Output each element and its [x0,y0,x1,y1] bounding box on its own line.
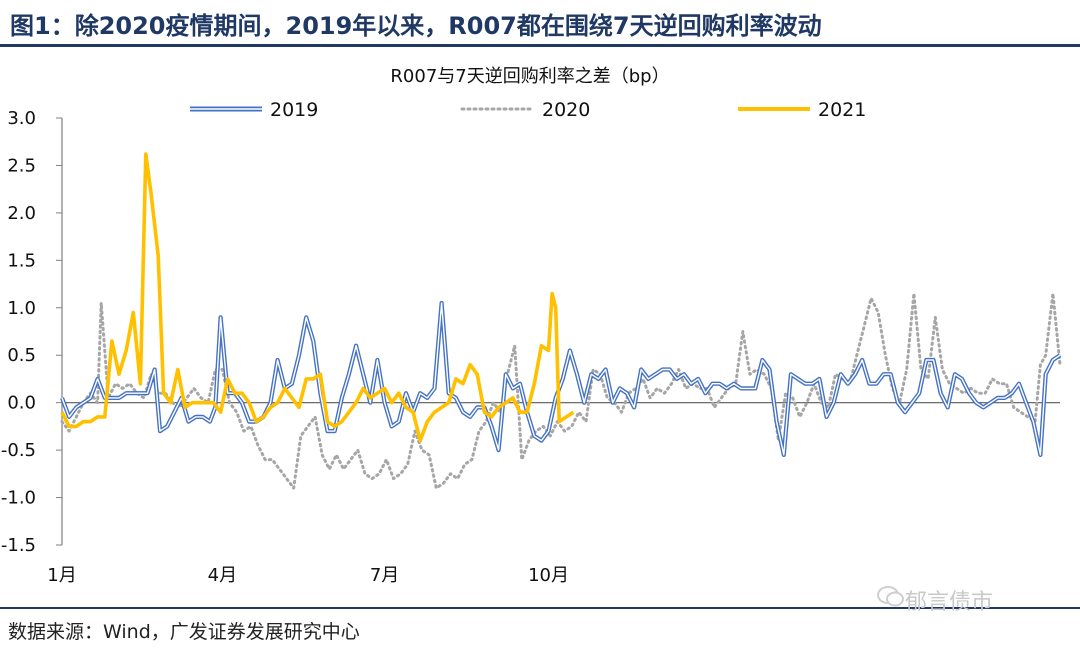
series-2021-line [60,152,575,443]
watermark: 郁言债市 [905,590,994,615]
chart-title: R007与7天逆回购利率之差（bp） [390,66,669,87]
y-tick-label: -1.5 [1,535,36,556]
line-chart: R007与7天逆回购利率之差（bp） 2019 2020 2021 3.0 2.5… [1,66,1062,586]
y-tick-label: -0.5 [1,440,36,461]
series-2021 [60,152,575,443]
legend: 2019 2020 2021 [190,99,866,121]
y-tick-label: 0.0 [7,393,36,414]
figure-title: 图1：除2020疫情期间，2019年以来，R007都在围绕7天逆回购利率波动 [10,12,822,40]
x-axis: 1月 4月 7月 10月 [47,402,1060,586]
y-tick-label: -1.0 [1,488,36,509]
legend-item-2020: 2020 [460,99,590,121]
x-tick-label: 10月 [528,565,569,586]
series-layer [60,152,1062,490]
x-tick-label: 7月 [370,565,399,586]
bottom-rule [0,607,1080,609]
y-tick-label: 2.0 [7,203,36,224]
y-tick-label: 0.5 [7,345,36,366]
y-tick-label: 1.0 [7,298,36,319]
series-2020-line [60,292,1062,490]
wechat-icon [877,586,904,607]
series-2020 [60,292,1062,490]
source-note: 数据来源：Wind，广发证券发展研究中心 [8,621,360,643]
y-tick-label: 1.5 [7,250,36,271]
legend-label-2020: 2020 [542,99,590,121]
y-tick-label: 2.5 [7,155,36,176]
title-rule [0,44,1080,47]
y-tick-label: 3.0 [7,108,36,129]
x-tick-label: 4月 [208,565,237,586]
legend-item-2021: 2021 [738,99,866,121]
y-axis: 3.0 2.5 2.0 1.5 1.0 0.5 0.0 -0.5 -1.0 -1.5 [1,108,63,556]
legend-label-2019: 2019 [270,99,318,121]
x-tick-label: 1月 [47,565,76,586]
legend-item-2019: 2019 [190,99,318,121]
legend-label-2021: 2021 [818,99,866,121]
